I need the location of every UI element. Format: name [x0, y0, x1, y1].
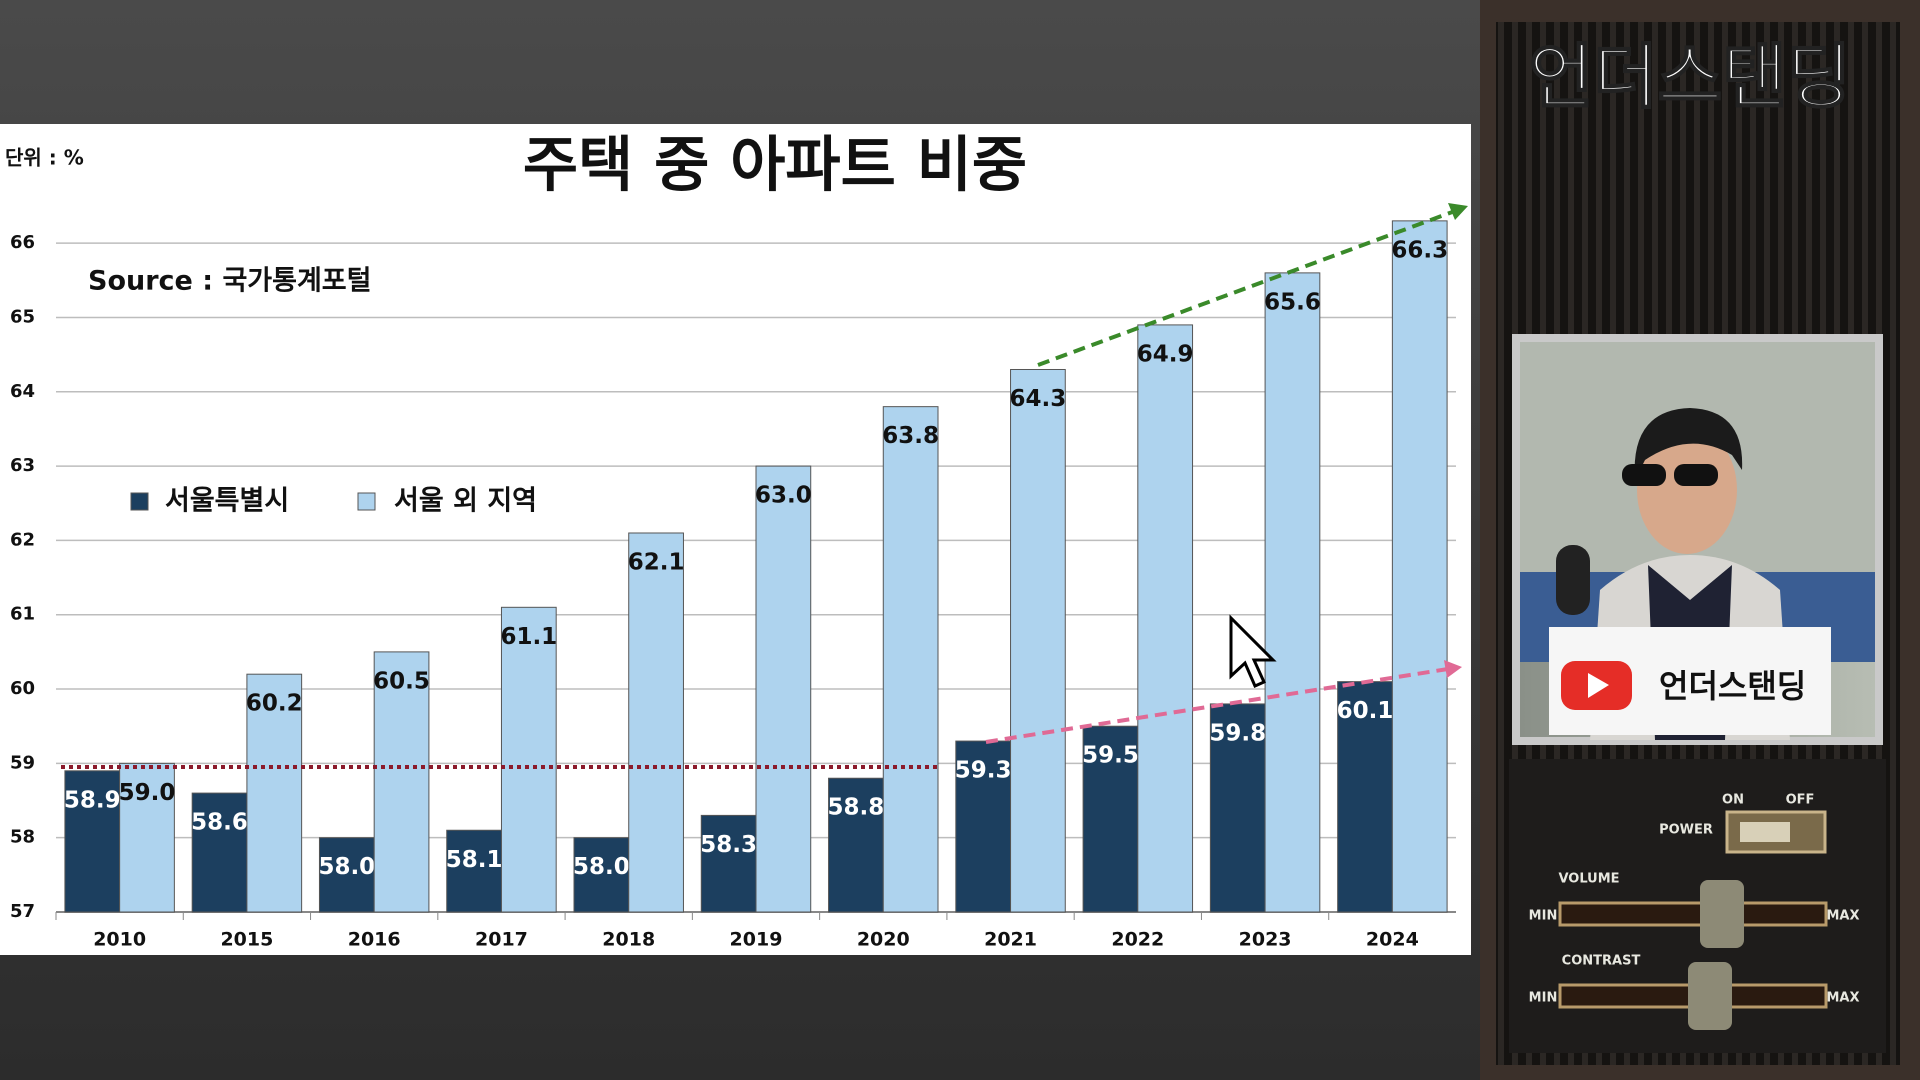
value-label: 58.3	[700, 832, 757, 858]
control-label: MIN	[1529, 991, 1558, 1006]
control-label: MAX	[1826, 909, 1859, 924]
x-tick-label: 2023	[1239, 929, 1292, 951]
value-label: 63.8	[882, 423, 939, 449]
x-tick-label: 2019	[730, 929, 783, 951]
legend-swatch	[130, 492, 149, 511]
arrow-head	[1448, 203, 1468, 220]
contrast-knob	[1688, 962, 1732, 1030]
bar	[882, 406, 939, 913]
mouse-cursor	[1229, 614, 1277, 688]
sunglasses	[1674, 464, 1718, 486]
control-label: POWER	[1659, 823, 1713, 838]
value-label: 66.3	[1391, 237, 1448, 263]
value-label: 58.0	[573, 854, 630, 880]
legend-label: 서울 외 지역	[394, 486, 537, 517]
value-label: 59.0	[119, 780, 176, 806]
power-toggle	[1740, 822, 1790, 842]
legend-swatch	[357, 492, 376, 511]
y-tick-label: 60	[10, 678, 35, 699]
bar	[246, 673, 303, 913]
y-tick-label: 66	[10, 232, 35, 253]
control-label: VOLUME	[1558, 872, 1619, 887]
bar	[119, 762, 175, 913]
chart: 단위 : % 주택 중 아파트 비중 Source : 국가통계포털 57 58 5…	[5, 131, 1456, 951]
bar	[1337, 681, 1393, 913]
control-label: OFF	[1786, 793, 1815, 808]
bar	[755, 465, 812, 913]
trend-arrow-green	[1037, 209, 1456, 367]
control-label: MIN	[1529, 909, 1558, 924]
value-label: 60.5	[373, 668, 430, 694]
y-tick-label: 59	[10, 752, 35, 773]
value-label: 60.2	[246, 691, 303, 717]
value-label: 59.5	[1082, 743, 1139, 769]
play-icon	[1588, 673, 1609, 698]
bar	[1137, 324, 1194, 913]
value-label: 58.1	[446, 847, 503, 873]
x-tick-label: 2018	[602, 929, 655, 951]
y-tick-label: 62	[10, 529, 35, 550]
value-label: 63.0	[755, 483, 812, 509]
y-tick-label: 58	[10, 827, 35, 848]
bar	[1264, 272, 1321, 913]
x-tick-label: 2020	[857, 929, 910, 951]
y-tick-label: 65	[10, 306, 35, 327]
legend-label: 서울특별시	[165, 486, 289, 517]
annotations	[61, 203, 1468, 769]
value-label: 58.8	[828, 795, 885, 821]
control-label: ON	[1722, 793, 1744, 808]
value-label: 62.1	[628, 549, 685, 575]
value-label: 64.9	[1137, 341, 1194, 367]
value-label: 58.9	[64, 787, 121, 813]
channel-title: 언더스탠딩	[1529, 36, 1851, 118]
y-tick-label: 61	[10, 604, 35, 625]
bar	[573, 837, 630, 913]
person-face	[1637, 426, 1737, 554]
bar	[628, 532, 684, 913]
trend-arrow-pink	[985, 667, 1449, 744]
control-label: MAX	[1826, 991, 1859, 1006]
sunglasses	[1622, 464, 1666, 486]
person-hair	[1634, 408, 1743, 480]
x-tick-label: 2016	[348, 929, 401, 951]
x-tick-label: 2015	[220, 929, 273, 951]
volume-slot	[1558, 901, 1828, 927]
y-tick-label: 57	[10, 901, 35, 922]
unit-label: 단위 : %	[5, 146, 84, 170]
bar	[700, 814, 757, 913]
x-tick-label: 2010	[93, 929, 146, 951]
bar	[1391, 220, 1448, 913]
bar	[191, 792, 248, 913]
bar	[64, 770, 121, 913]
y-tick-label: 63	[10, 455, 35, 476]
control-label: CONTRAST	[1562, 954, 1641, 969]
x-tick-label: 2021	[984, 929, 1037, 951]
value-label: 60.1	[1337, 698, 1394, 724]
microphone	[1556, 545, 1590, 615]
value-label: 61.1	[500, 624, 557, 650]
video-banner-text: 언더스탠딩	[1659, 667, 1806, 705]
x-tick-label: 2017	[475, 929, 528, 951]
bar	[828, 777, 884, 913]
value-label: 58.0	[318, 854, 375, 880]
arrow-head	[1444, 660, 1462, 678]
source-note: Source : 국가통계포털	[88, 266, 372, 297]
bar	[446, 829, 502, 913]
value-label: 64.3	[1010, 386, 1067, 412]
x-tick-label: 2024	[1366, 929, 1419, 951]
bar	[955, 740, 1012, 913]
y-tick-label: 64	[10, 381, 35, 402]
value-label: 58.6	[191, 810, 248, 836]
bar	[373, 651, 430, 913]
value-label: 65.6	[1264, 289, 1321, 315]
chart-title: 주택 중 아파트 비중	[523, 131, 1027, 201]
volume-knob	[1700, 880, 1744, 948]
bar	[1010, 368, 1066, 913]
value-label: 59.3	[955, 758, 1012, 784]
bar	[500, 606, 557, 913]
x-tick-label: 2022	[1111, 929, 1164, 951]
value-label: 59.8	[1209, 720, 1266, 746]
